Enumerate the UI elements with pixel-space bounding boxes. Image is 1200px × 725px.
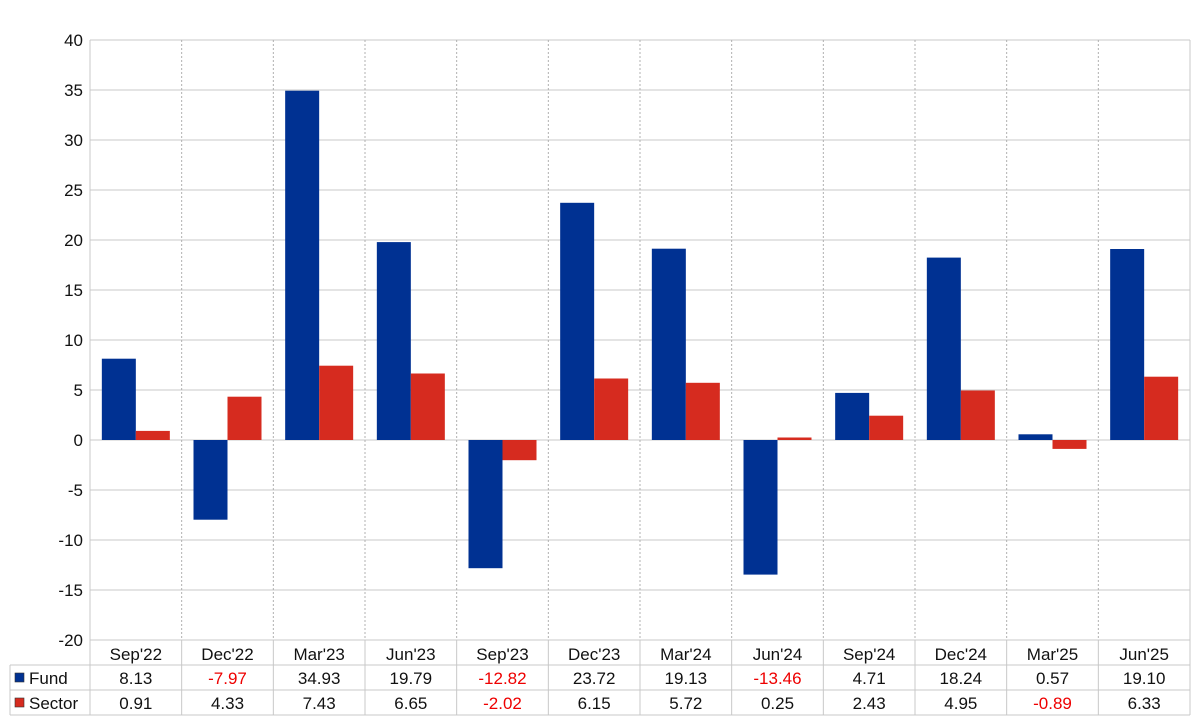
data-label-sector: 5.72 (669, 694, 702, 713)
x-tick-label: Sep'24 (843, 645, 895, 664)
legend-label: Fund (29, 669, 68, 688)
x-tick-label: Dec'24 (935, 645, 987, 664)
x-tick-label: Jun'25 (1119, 645, 1169, 664)
legend-label: Sector (29, 694, 78, 713)
bar-fund (926, 257, 961, 440)
bar-sector (135, 430, 170, 440)
y-tick-label: -10 (58, 531, 83, 550)
y-tick-label: -20 (58, 631, 83, 650)
bar-fund (743, 440, 778, 575)
data-label-fund: -12.82 (478, 669, 526, 688)
data-label-fund: -13.46 (753, 669, 801, 688)
data-label-sector: 0.91 (119, 694, 152, 713)
bar-fund (101, 358, 136, 440)
data-label-fund: 0.57 (1036, 669, 1069, 688)
y-tick-label: 20 (64, 231, 83, 250)
y-tick-label: 35 (64, 81, 83, 100)
y-tick-label: 5 (74, 381, 83, 400)
y-tick-label: 40 (64, 31, 83, 50)
y-tick-label: 0 (74, 431, 83, 450)
legend-swatch-sector (14, 697, 25, 708)
x-tick-label: Dec'23 (568, 645, 620, 664)
data-label-sector: 0.25 (761, 694, 794, 713)
data-label-fund: 34.93 (298, 669, 341, 688)
legend-swatch-fund (14, 672, 25, 683)
data-label-fund: 19.13 (665, 669, 708, 688)
x-tick-label: Jun'24 (753, 645, 803, 664)
bar-sector (777, 437, 812, 440)
data-label-fund: 23.72 (573, 669, 616, 688)
bar-sector (869, 415, 904, 440)
bar-sector (319, 365, 354, 440)
x-tick-label: Jun'23 (386, 645, 436, 664)
bar-fund (193, 440, 228, 520)
bar-fund (376, 242, 411, 440)
data-label-fund: 4.71 (853, 669, 886, 688)
bar-fund (1110, 249, 1145, 440)
x-tick-label: Mar'25 (1027, 645, 1078, 664)
data-label-fund: 19.10 (1123, 669, 1166, 688)
y-tick-label: -5 (68, 481, 83, 500)
bar-sector (594, 378, 629, 440)
bar-sector (960, 390, 995, 440)
y-tick-label: -15 (58, 581, 83, 600)
data-label-fund: 19.79 (390, 669, 433, 688)
bar-fund (285, 90, 320, 440)
x-tick-label: Dec'22 (201, 645, 253, 664)
data-label-sector: -2.02 (483, 694, 522, 713)
bar-fund (835, 392, 870, 440)
y-tick-label: 10 (64, 331, 83, 350)
x-tick-label: Mar'23 (293, 645, 344, 664)
data-label-sector: -0.89 (1033, 694, 1072, 713)
bar-sector (685, 382, 720, 440)
bar-sector (227, 396, 262, 440)
bar-sector (410, 373, 445, 440)
data-label-sector: 7.43 (303, 694, 336, 713)
y-tick-label: 30 (64, 131, 83, 150)
bar-fund (1018, 434, 1053, 440)
y-tick-label: 25 (64, 181, 83, 200)
data-label-fund: -7.97 (208, 669, 247, 688)
x-tick-label: Sep'23 (476, 645, 528, 664)
data-label-sector: 6.33 (1128, 694, 1161, 713)
data-label-fund: 8.13 (119, 669, 152, 688)
data-label-sector: 4.33 (211, 694, 244, 713)
y-tick-label: 15 (64, 281, 83, 300)
bar-sector (1144, 376, 1179, 440)
bar-sector (1052, 440, 1087, 449)
x-tick-label: Mar'24 (660, 645, 711, 664)
bar-fund (651, 248, 686, 440)
data-label-sector: 2.43 (853, 694, 886, 713)
data-label-sector: 6.65 (394, 694, 427, 713)
bar-sector (502, 440, 537, 461)
data-label-sector: 4.95 (944, 694, 977, 713)
x-tick-label: Sep'22 (110, 645, 162, 664)
data-label-sector: 6.15 (578, 694, 611, 713)
data-label-fund: 18.24 (940, 669, 983, 688)
bar-fund (560, 202, 595, 440)
bar-fund (468, 440, 503, 569)
